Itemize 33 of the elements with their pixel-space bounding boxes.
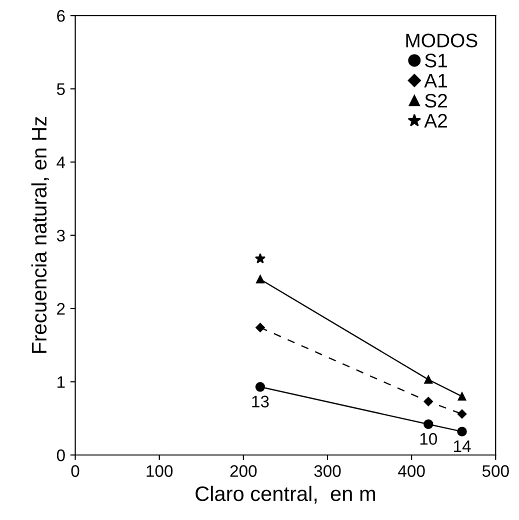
legend-label: S2 (425, 94, 447, 108)
annotation: 13 (252, 396, 269, 408)
y-axis-title: Frecuencia natural, en Hz (31, 117, 50, 353)
y-tick-label: 6 (57, 10, 65, 22)
legend-label: S1 (425, 54, 447, 68)
point (255, 382, 266, 392)
legend-label: A2 (424, 114, 447, 128)
point (254, 253, 266, 264)
legend-title: MODOS (406, 34, 478, 48)
x-tick-label: 200 (230, 465, 257, 477)
x-tick-label: 400 (398, 465, 425, 477)
x-tick-label: 100 (146, 465, 173, 477)
point (424, 396, 434, 406)
x-axis-title: Claro central, en m (196, 486, 375, 504)
x-tick-label: 0 (71, 465, 80, 477)
point (424, 375, 433, 384)
point (256, 322, 265, 332)
point (256, 275, 264, 284)
x-tick-label: 300 (314, 465, 341, 477)
y-tick-label: 1 (58, 376, 65, 388)
x-tick-label: 500 (482, 465, 509, 477)
y-tick-label: 3 (56, 230, 65, 242)
point (457, 409, 467, 419)
annotation: 10 (420, 433, 437, 445)
point (457, 426, 467, 436)
y-tick-label: 4 (56, 156, 66, 168)
point (458, 392, 466, 401)
y-tick-label: 5 (56, 83, 65, 96)
legend-label: A1 (424, 74, 447, 88)
y-tick-label: 0 (56, 449, 65, 462)
point (424, 419, 434, 430)
annotation: 14 (454, 440, 471, 452)
y-tick-label: 2 (57, 302, 65, 315)
